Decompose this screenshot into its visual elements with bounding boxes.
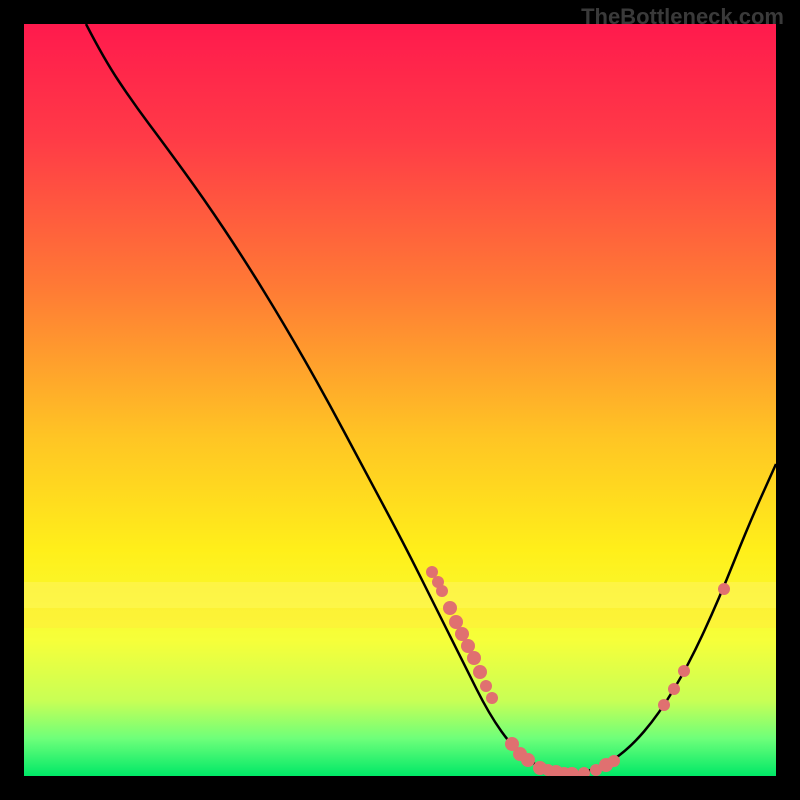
chart-plot-area bbox=[24, 24, 776, 776]
data-marker bbox=[718, 583, 730, 595]
data-marker bbox=[473, 665, 487, 679]
data-marker bbox=[461, 639, 475, 653]
data-marker bbox=[668, 683, 680, 695]
data-marker bbox=[521, 753, 535, 767]
data-marker bbox=[480, 680, 492, 692]
chart-background bbox=[24, 24, 776, 776]
data-marker bbox=[443, 601, 457, 615]
data-marker bbox=[678, 665, 690, 677]
data-marker bbox=[449, 615, 463, 629]
data-marker bbox=[455, 627, 469, 641]
data-marker bbox=[608, 755, 620, 767]
highlight-band bbox=[24, 582, 776, 608]
data-marker bbox=[426, 566, 438, 578]
data-marker bbox=[658, 699, 670, 711]
watermark-text: TheBottleneck.com bbox=[581, 4, 784, 30]
data-marker bbox=[486, 692, 498, 704]
data-marker bbox=[436, 585, 448, 597]
data-marker bbox=[467, 651, 481, 665]
highlight-band bbox=[24, 608, 776, 628]
line-chart bbox=[24, 24, 776, 776]
